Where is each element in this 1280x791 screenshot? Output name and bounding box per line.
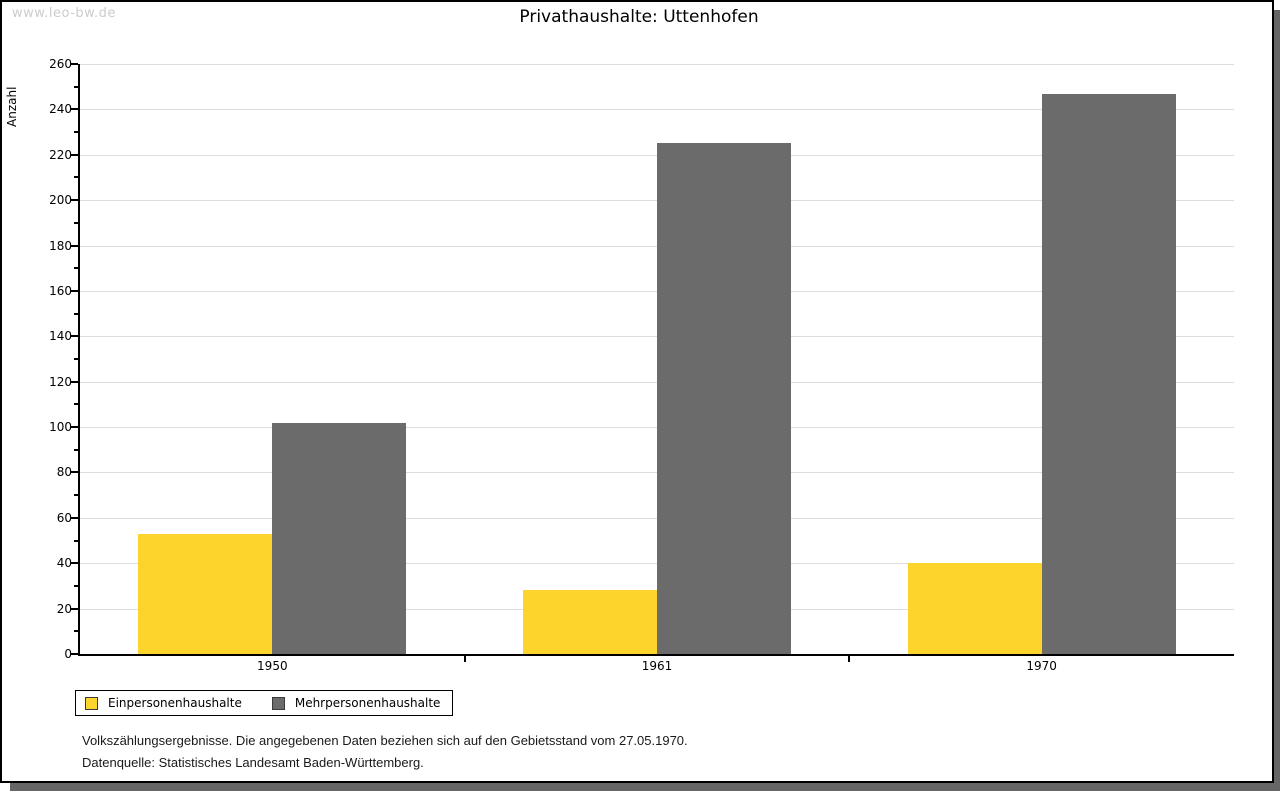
y-minor-tick bbox=[74, 221, 78, 224]
y-minor-tick bbox=[74, 539, 78, 542]
y-major-tick bbox=[71, 63, 78, 65]
y-tick-label: 60 bbox=[56, 510, 72, 525]
y-major-tick bbox=[71, 607, 78, 610]
x-boundary-tick bbox=[848, 656, 851, 662]
x-axis-line bbox=[78, 654, 1234, 656]
y-minor-tick bbox=[74, 448, 78, 451]
watermark-url: www.leo-bw.de bbox=[12, 6, 116, 21]
y-minor-tick bbox=[74, 312, 78, 315]
bar-einpersonenhaushalte-1950 bbox=[138, 533, 273, 654]
x-category-label-1961: 1961 bbox=[641, 659, 673, 673]
y-major-tick bbox=[71, 244, 78, 247]
y-minor-tick bbox=[74, 267, 78, 270]
bar-mehrpersonenhaushalte-1970 bbox=[1041, 93, 1176, 654]
y-tick-label: 80 bbox=[56, 465, 72, 480]
y-major-tick bbox=[71, 516, 78, 519]
bar-mehrpersonenhaushalte-1950 bbox=[272, 422, 407, 654]
y-major-tick bbox=[71, 153, 78, 156]
y-tick-label: 220 bbox=[49, 147, 72, 162]
y-axis-line bbox=[78, 64, 80, 656]
bar-group-1970 bbox=[849, 64, 1234, 654]
y-major-tick bbox=[71, 289, 78, 292]
frame-shadow-bottom bbox=[10, 783, 1280, 791]
y-tick-label: 0 bbox=[64, 647, 72, 661]
y-tick-label: 120 bbox=[49, 374, 72, 389]
y-tick-label: 40 bbox=[56, 556, 72, 571]
y-major-tick bbox=[71, 471, 78, 474]
y-tick-label: 160 bbox=[49, 283, 72, 298]
bar-group-1961 bbox=[465, 64, 850, 654]
legend-label: Mehrpersonenhaushalte bbox=[294, 696, 441, 710]
y-tick-label: 240 bbox=[49, 102, 72, 117]
y-tick-label: 180 bbox=[49, 238, 72, 253]
x-boundary-tick bbox=[463, 656, 466, 662]
y-tick-label: 20 bbox=[56, 601, 72, 616]
bar-mehrpersonenhaushalte-1961 bbox=[656, 143, 791, 654]
y-major-tick bbox=[71, 426, 78, 429]
legend-swatch-icon bbox=[85, 696, 98, 710]
y-minor-tick bbox=[74, 358, 78, 360]
y-tick-label: 100 bbox=[49, 420, 72, 435]
y-minor-tick bbox=[74, 403, 78, 406]
y-minor-tick bbox=[74, 85, 78, 88]
legend-label: Einpersonenhaushalte bbox=[108, 696, 242, 710]
y-major-tick bbox=[71, 108, 78, 111]
y-tick-label: 200 bbox=[49, 193, 72, 208]
y-major-tick bbox=[71, 653, 78, 655]
y-major-tick bbox=[71, 335, 78, 338]
frame-shadow-right bbox=[1274, 10, 1280, 791]
y-tick-label: 140 bbox=[49, 329, 72, 344]
legend-swatch-icon bbox=[271, 696, 285, 710]
bar-einpersonenhaushalte-1961 bbox=[522, 590, 657, 654]
y-major-tick bbox=[71, 199, 78, 202]
y-major-tick bbox=[71, 562, 78, 565]
footer-note-datenquelle: Datenquelle: Statistisches Landesamt Bad… bbox=[82, 755, 424, 770]
bar-einpersonenhaushalte-1970 bbox=[907, 563, 1042, 654]
y-minor-tick bbox=[74, 630, 78, 633]
y-minor-tick bbox=[74, 584, 78, 587]
gridline bbox=[80, 64, 1234, 65]
y-minor-tick bbox=[74, 176, 78, 179]
x-category-label-1950: 1950 bbox=[257, 659, 288, 673]
gridline bbox=[80, 109, 1234, 111]
x-category-label-1970: 1970 bbox=[1026, 659, 1057, 673]
y-axis-title: Anzahl bbox=[5, 86, 19, 127]
plot-area: 0 20 40 60 80 100 120 140 160 180 200 220 240 260 195… bbox=[49, 57, 1234, 673]
y-major-tick bbox=[71, 380, 78, 383]
legend-item-mehrpersonenhaushalte: Mehrpersonenhaushalte bbox=[271, 696, 441, 710]
legend-box: Einpersonenhaushalte Mehrpersonenhaushalt… bbox=[75, 690, 454, 716]
footer-note-gebietsstand: Volkszählungsergebnisse. Die angegebenen… bbox=[82, 733, 688, 748]
chart-title: Privathaushalte: Uttenhofen bbox=[519, 7, 759, 27]
legend-item-einpersonenhaushalte: Einpersonenhaushalte bbox=[85, 696, 242, 710]
bar-group-1950 bbox=[80, 64, 465, 654]
y-minor-tick bbox=[74, 131, 78, 134]
y-minor-tick bbox=[74, 494, 78, 497]
y-tick-label: 260 bbox=[49, 57, 72, 71]
